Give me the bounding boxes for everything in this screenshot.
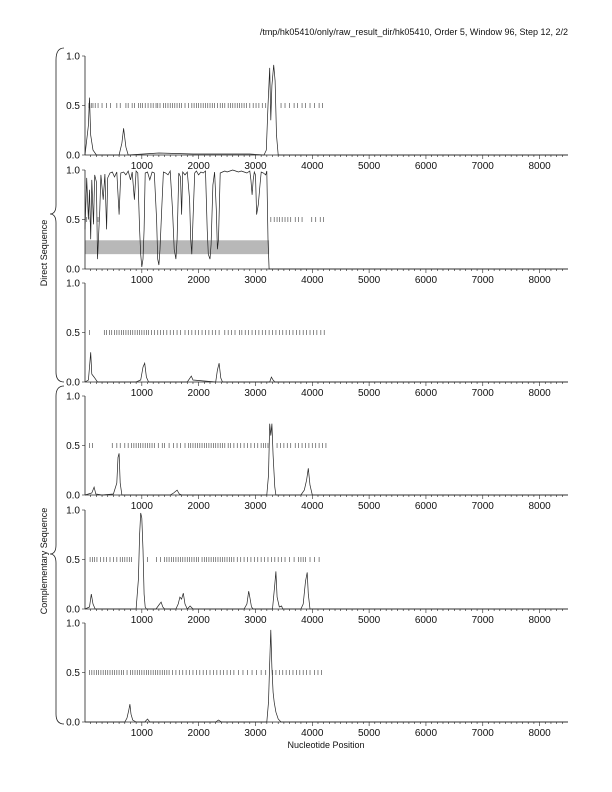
- y-tick-label: 0.0: [66, 605, 80, 616]
- x-tick-label: 3000: [244, 728, 267, 739]
- x-tick-label: 7000: [472, 728, 495, 739]
- x-tick-label: 7000: [472, 161, 495, 172]
- y-tick-label: 0.0: [66, 378, 80, 389]
- x-tick-label: 8000: [528, 501, 551, 512]
- x-tick-label: 6000: [415, 161, 438, 172]
- complementary-sequence-label: Complementary Sequence: [39, 508, 49, 615]
- x-tick-label: 5000: [358, 275, 381, 286]
- x-tick-label: 1000: [131, 501, 154, 512]
- x-tick-label: 4000: [301, 728, 324, 739]
- x-tick-label: 1000: [131, 388, 154, 399]
- frame-panels: 0.0 0.5 1.0 1000 2000 3000 4000 5000 6000 7000 800…: [66, 52, 568, 739]
- x-tick-label: 4000: [301, 615, 324, 626]
- x-tick-label: 6000: [415, 275, 438, 286]
- x-tick-label: 2000: [188, 728, 211, 739]
- coding-probability-line: [84, 512, 568, 610]
- x-tick-label: 2000: [188, 388, 211, 399]
- x-tick-label: 2000: [188, 501, 211, 512]
- y-tick-label: 0.0: [66, 491, 80, 502]
- x-tick-label: 6000: [415, 728, 438, 739]
- x-tick-label: 4000: [301, 275, 324, 286]
- y-tick-label: 0.5: [66, 555, 80, 566]
- x-tick-label: 7000: [472, 615, 495, 626]
- figure-header: /tmp/hk05410/only/raw_result_dir/hk05410…: [260, 27, 568, 37]
- y-tick-label: 0.0: [66, 151, 80, 162]
- x-tick-label: 5000: [358, 728, 381, 739]
- y-tick-label: 0.5: [66, 101, 80, 112]
- x-tick-label: 8000: [528, 275, 551, 286]
- x-tick-label: 4000: [301, 388, 324, 399]
- panel-direct-frame-2: 0.0 0.5 1.0 1000 2000 3000 4000 5000 6000 7000 800…: [66, 166, 568, 286]
- x-tick-label: 8000: [528, 388, 551, 399]
- y-tick-label: 1.0: [66, 619, 80, 630]
- x-tick-label: 7000: [472, 388, 495, 399]
- coding-probability-line: [84, 64, 568, 156]
- x-tick-label: 6000: [415, 388, 438, 399]
- panel-complementary-frame-1: 0.0 0.5 1.0 1000 2000 3000 4000 5000 6000 7000 800…: [66, 392, 568, 512]
- y-tick-label: 0.0: [66, 265, 80, 276]
- coding-probability-line: [84, 423, 568, 496]
- x-tick-label: 5000: [358, 161, 381, 172]
- x-tick-label: 4000: [301, 161, 324, 172]
- x-tick-label: 4000: [301, 501, 324, 512]
- x-tick-label: 5000: [358, 615, 381, 626]
- x-tick-label: 3000: [244, 161, 267, 172]
- x-tick-label: 5000: [358, 501, 381, 512]
- x-tick-label: 8000: [528, 615, 551, 626]
- x-tick-label: 2000: [188, 615, 211, 626]
- panel-direct-frame-1: 0.0 0.5 1.0 1000 2000 3000 4000 5000 6000 7000 800…: [66, 52, 568, 172]
- y-tick-label: 0.5: [66, 668, 80, 679]
- x-tick-label: 7000: [472, 501, 495, 512]
- panel-complementary-frame-2: 0.0 0.5 1.0 1000 2000 3000 4000 5000 6000 7000 800…: [66, 506, 568, 626]
- direct-sequence-label: Direct Sequence: [39, 220, 49, 287]
- x-tick-label: 8000: [528, 728, 551, 739]
- y-tick-label: 1.0: [66, 52, 80, 63]
- x-tick-label: 6000: [415, 615, 438, 626]
- coding-region-band: [85, 240, 270, 255]
- x-tick-label: 6000: [415, 501, 438, 512]
- x-tick-label: 3000: [244, 275, 267, 286]
- coding-probability-line: [85, 629, 568, 723]
- x-tick-label: 2000: [188, 161, 211, 172]
- coding-probability-line: [84, 352, 568, 383]
- panel-direct-frame-3: 0.0 0.5 1.0 1000 2000 3000 4000 5000 6000 7000 800…: [66, 279, 568, 399]
- coding-probability-line: [84, 169, 568, 270]
- x-tick-label: 3000: [244, 388, 267, 399]
- x-axis-label: Nucleotide Position: [287, 740, 364, 750]
- x-tick-label: 5000: [358, 388, 381, 399]
- group-brace-direct: [49, 47, 65, 383]
- y-tick-label: 0.5: [66, 215, 80, 226]
- x-tick-label: 8000: [528, 161, 551, 172]
- group-brace-complementary: [49, 385, 65, 725]
- x-tick-label: 1000: [131, 275, 154, 286]
- x-tick-label: 3000: [244, 501, 267, 512]
- y-tick-label: 1.0: [66, 506, 80, 517]
- y-tick-label: 1.0: [66, 392, 80, 403]
- x-tick-label: 1000: [131, 728, 154, 739]
- y-tick-label: 1.0: [66, 279, 80, 290]
- x-tick-label: 2000: [188, 275, 211, 286]
- y-tick-label: 0.5: [66, 441, 80, 452]
- y-tick-label: 0.5: [66, 328, 80, 339]
- panel-complementary-frame-3: 0.0 0.5 1.0 1000 2000 3000 4000 5000 6000 7000 800…: [66, 619, 568, 739]
- x-tick-label: 1000: [131, 161, 154, 172]
- y-tick-label: 1.0: [66, 166, 80, 177]
- x-tick-label: 1000: [131, 615, 154, 626]
- x-tick-label: 7000: [472, 275, 495, 286]
- y-tick-label: 0.0: [66, 718, 80, 729]
- x-tick-label: 3000: [244, 615, 267, 626]
